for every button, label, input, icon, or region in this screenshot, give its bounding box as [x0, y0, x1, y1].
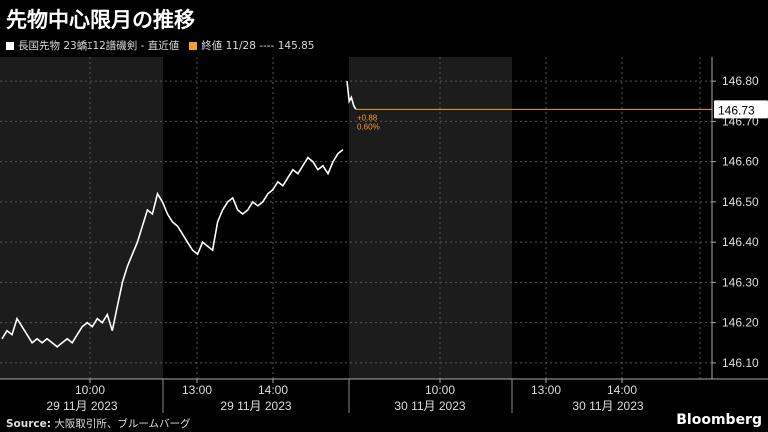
legend-series-label: 長国先物 23蟜ｴ12譜磯剣 - 直近値 [18, 40, 180, 52]
x-time-label: 10:00 [75, 383, 105, 397]
prev-close-swatch-icon [189, 41, 198, 50]
legend-prev-close-label: 終値 11/28 ---- 145.85 [201, 40, 315, 52]
y-tick-label: 146.10 [722, 356, 759, 370]
session-band [349, 57, 512, 379]
price-line [1, 148, 344, 348]
session-band [0, 57, 163, 379]
change-pct-label: 0.60% [357, 122, 380, 131]
chart-title: 先物中心限月の推移 [6, 8, 195, 32]
last-value-tag-label: 146.73 [718, 103, 755, 117]
y-tick-label: 146.60 [722, 155, 759, 169]
x-time-label: 10:00 [425, 383, 455, 397]
x-date-label: 30 11月 2023 [394, 399, 465, 413]
y-tick-label: 146.20 [722, 316, 759, 330]
y-tick-label: 146.40 [722, 235, 759, 249]
x-time-label: 13:00 [531, 383, 561, 397]
x-date-label: 29 11月 2023 [46, 399, 117, 413]
y-tick-label: 146.50 [722, 195, 759, 209]
x-time-label: 14:00 [607, 383, 637, 397]
y-tick-label: 146.80 [722, 74, 759, 88]
x-date-label: 29 11月 2023 [220, 399, 291, 413]
series-swatch-icon [6, 41, 14, 50]
x-date-label: 30 11月 2023 [572, 399, 643, 413]
y-tick-label: 146.30 [722, 275, 759, 289]
x-time-label: 14:00 [258, 383, 288, 397]
last-value-tag [714, 100, 768, 119]
legend: 長国先物 23蟜ｴ12譜磯剣 - 直近値 終値 11/28 ---- 145.8… [6, 38, 314, 53]
bloomberg-logo: Bloomberg [676, 412, 762, 428]
x-time-label: 13:00 [182, 383, 212, 397]
source-note: Source: 大阪取引所、ブルームバーグ [6, 418, 191, 430]
price-line-next-day [346, 81, 357, 110]
change-label: +0.88 [357, 113, 378, 122]
